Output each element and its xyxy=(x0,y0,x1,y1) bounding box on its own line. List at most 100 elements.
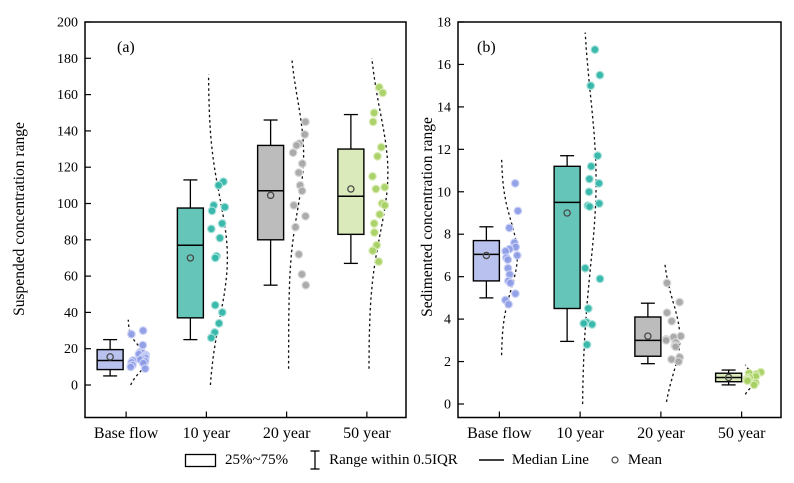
scatter-point xyxy=(301,117,310,127)
scatter-point xyxy=(297,269,307,279)
scatter-point xyxy=(217,308,227,317)
scatter-point xyxy=(661,335,671,345)
density-curve xyxy=(287,60,305,369)
scatter-point xyxy=(288,148,298,158)
scatter-point xyxy=(584,187,594,197)
scatter-point xyxy=(743,376,752,386)
whisker-range-icon xyxy=(310,450,320,470)
x-category-label: 10 year xyxy=(183,425,231,442)
scatter-point xyxy=(138,326,148,336)
scatter-point xyxy=(513,206,523,216)
scatter-point xyxy=(510,178,520,188)
scatter-point xyxy=(373,151,382,161)
scatter-point xyxy=(294,168,304,178)
density-curve xyxy=(207,74,229,386)
density-curve xyxy=(581,32,597,405)
scatter-point xyxy=(749,380,759,390)
y-tick-label: 160 xyxy=(57,88,78,103)
scatter-point xyxy=(511,289,520,299)
panel-label-a: (a) xyxy=(117,39,135,56)
scatter-point xyxy=(662,308,672,318)
legend-label-iqr: 25%~75% xyxy=(224,451,289,468)
mean-marker xyxy=(563,209,571,217)
legend-item-iqr-box: 25%~75% xyxy=(184,452,288,469)
scatter-point xyxy=(676,331,686,341)
legend-label-whisker-range: Range within 0.5IQR xyxy=(329,451,458,468)
scatter-point xyxy=(380,200,390,210)
scatter-point xyxy=(294,249,304,259)
scatter-point xyxy=(289,200,299,210)
scatter-point xyxy=(371,184,381,194)
y-tick-label: 6 xyxy=(444,270,451,285)
scatter-point xyxy=(662,278,672,288)
density-curve xyxy=(368,58,389,369)
x-category-label: 20 year xyxy=(263,425,311,442)
y-tick-label: 8 xyxy=(444,228,451,243)
x-category-label: Base flow xyxy=(94,425,159,442)
scatter-point xyxy=(376,142,386,152)
y-axis-title-a: Suspended concentration range xyxy=(11,122,28,316)
scatter-point xyxy=(210,300,220,310)
y-tick-label: 140 xyxy=(57,124,78,139)
scatter-point xyxy=(667,355,676,364)
mean-marker xyxy=(266,191,275,200)
scatter-point xyxy=(210,253,220,263)
y-tick-label: 80 xyxy=(64,233,78,248)
x-category-label: 10 year xyxy=(556,425,604,442)
panel-label-b: (b) xyxy=(477,39,496,56)
iqr-box xyxy=(553,165,581,310)
iqr-box xyxy=(634,316,662,357)
mean-marker xyxy=(482,251,491,260)
scatter-point xyxy=(595,70,605,80)
y-tick-label: 100 xyxy=(57,197,78,212)
scatter-point xyxy=(292,140,301,150)
scatter-point xyxy=(503,255,513,265)
scatter-point xyxy=(595,274,605,284)
y-tick-label: 10 xyxy=(437,185,451,200)
scatter-point xyxy=(506,278,515,288)
scatter-point xyxy=(579,319,589,328)
scatter-point xyxy=(126,329,136,339)
scatter-point xyxy=(300,130,310,139)
y-tick-label: 2 xyxy=(444,355,451,370)
scatter-point xyxy=(140,364,150,374)
x-category-label: Base flow xyxy=(467,425,532,442)
y-tick-label: 0 xyxy=(444,398,451,413)
scatter-point xyxy=(674,357,683,367)
scatter-point xyxy=(586,161,596,171)
iqr-box xyxy=(176,207,205,319)
scatter-point xyxy=(126,362,136,372)
scatter-point xyxy=(368,246,378,256)
scatter-point xyxy=(667,316,677,326)
scatter-point xyxy=(369,219,379,228)
scatter-point xyxy=(504,223,514,233)
scatter-point xyxy=(217,219,227,228)
mean-circle-icon xyxy=(611,456,619,464)
mean-marker xyxy=(106,353,114,361)
y-tick-label: 120 xyxy=(57,161,78,176)
scatter-point xyxy=(214,318,224,328)
x-category-label: 50 year xyxy=(718,425,766,442)
median-line-icon xyxy=(478,459,504,461)
y-tick-label: 18 xyxy=(437,16,451,31)
scatter-point xyxy=(590,45,600,54)
scatter-point xyxy=(206,333,216,343)
scatter-point xyxy=(370,228,379,237)
scatter-point xyxy=(593,151,603,161)
scatter-point xyxy=(585,202,594,212)
y-tick-label: 180 xyxy=(57,52,78,67)
scatter-point xyxy=(671,342,680,352)
scatter-point xyxy=(594,178,604,188)
scatter-point xyxy=(207,206,217,216)
scatter-point xyxy=(580,263,590,273)
density-curve xyxy=(500,157,519,356)
scatter-point xyxy=(206,224,216,234)
scatter-point xyxy=(586,81,596,91)
scatter-point xyxy=(378,88,388,98)
legend-label-mean: Mean xyxy=(627,451,663,468)
scatter-point xyxy=(297,159,307,169)
x-category-label: 20 year xyxy=(637,425,685,442)
scatter-point xyxy=(583,304,593,313)
y-axis-title-b: Sedimented concentration range xyxy=(419,117,436,317)
